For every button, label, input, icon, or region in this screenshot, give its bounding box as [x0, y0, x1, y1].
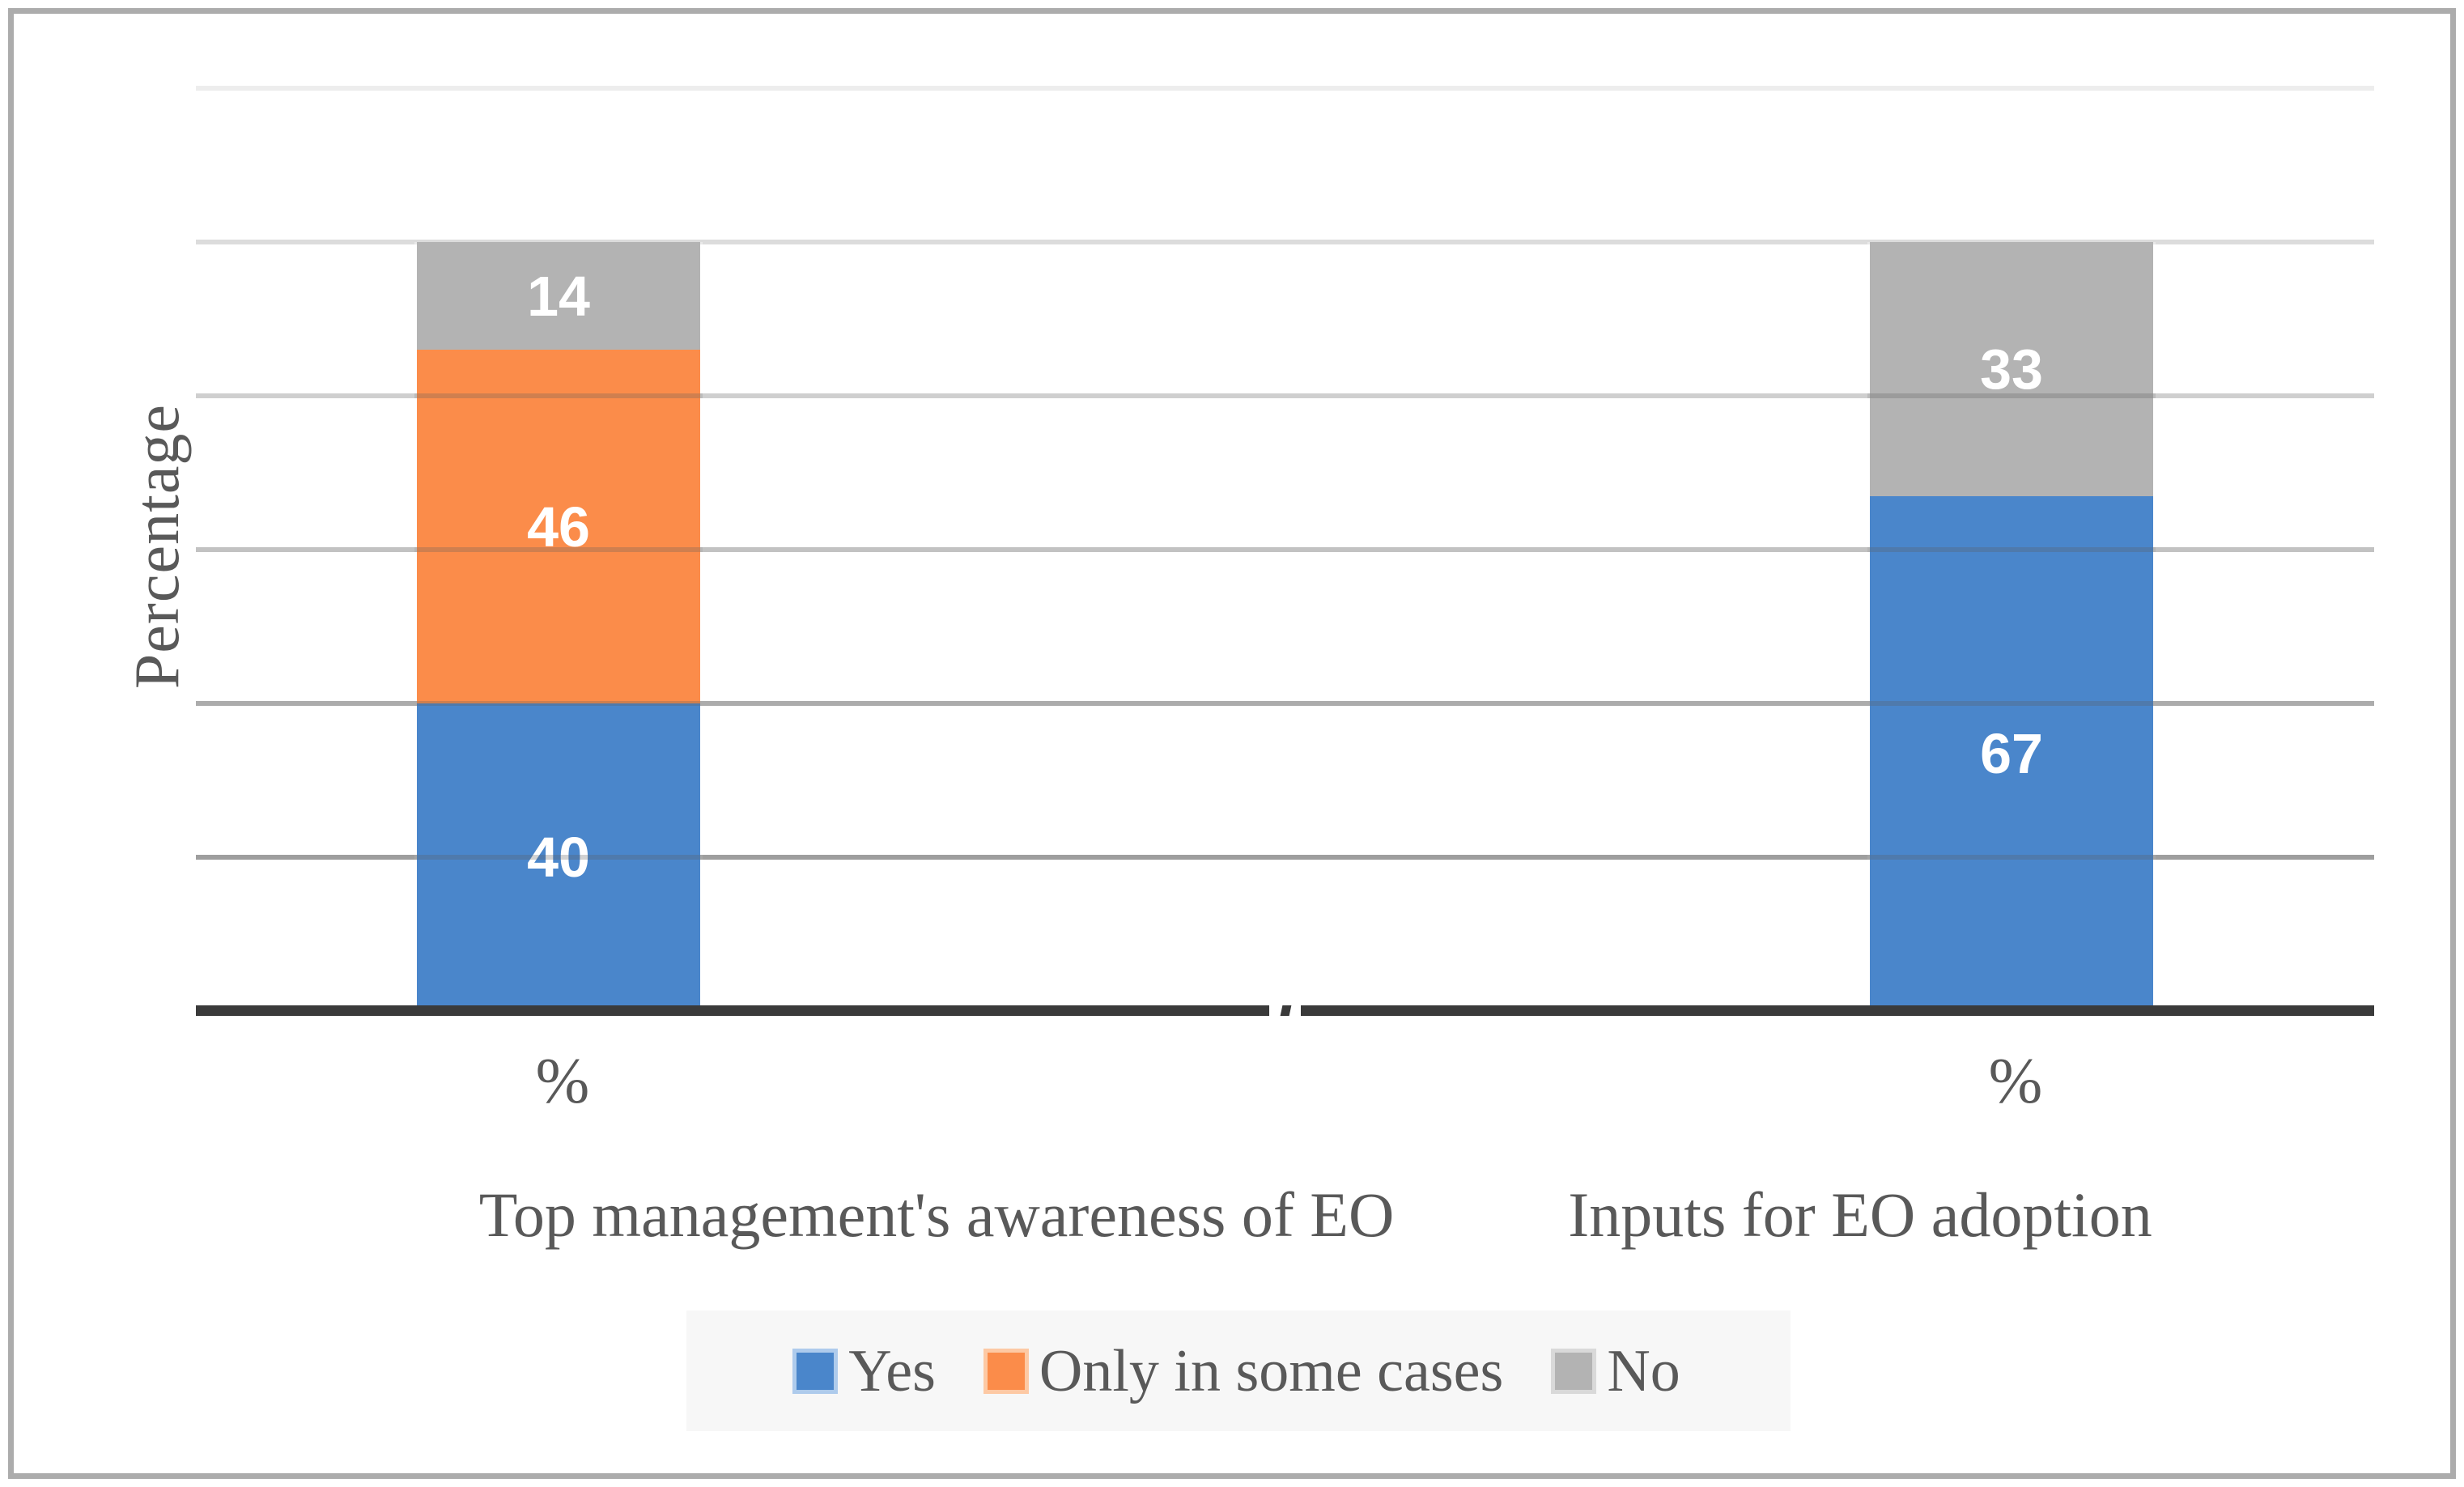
data-label: 14	[527, 264, 590, 328]
gridline-20	[196, 855, 2374, 860]
data-label: 67	[1980, 721, 2043, 785]
legend-swatch	[1555, 1352, 1593, 1390]
data-label: 40	[527, 826, 590, 889]
gridline-60	[196, 547, 2374, 552]
gridline-overlay	[414, 393, 703, 398]
data-label: 46	[527, 495, 590, 559]
gridline-overlay	[1867, 547, 2156, 552]
segment-yes: 67	[1870, 495, 2153, 1011]
bar-2: 33 67	[1867, 242, 2156, 1011]
legend-item-no: No	[1555, 1341, 1680, 1401]
segment-no: 14	[417, 242, 700, 350]
x-axis-line-left	[196, 1005, 1269, 1016]
legend-swatch	[987, 1352, 1025, 1390]
gridline-overlay	[1867, 855, 2156, 860]
legend-item-only-in-some-cases: Only in some cases	[987, 1337, 1504, 1404]
legend-label: No	[1607, 1337, 1680, 1404]
x-tick-label-2: %	[1988, 1046, 2043, 1117]
segment-only-in-some-cases: 46	[417, 350, 700, 703]
category-label-2: Inputs for EO adoption	[1568, 1179, 2152, 1250]
gridline-overlay	[414, 855, 703, 860]
segment-yes: 40	[417, 703, 700, 1011]
legend-swatch	[797, 1352, 835, 1390]
bar-1: 14 46 40	[414, 242, 703, 1011]
gridline-overlay	[414, 701, 703, 706]
gridline-40	[196, 701, 2374, 706]
gridline-overlay	[414, 547, 703, 552]
y-axis-title: Percentage	[121, 403, 192, 690]
x-tick-label-1: %	[535, 1046, 590, 1117]
gridline-100	[196, 240, 2374, 244]
segment-no: 33	[1870, 242, 2153, 496]
gridline-overlay	[1867, 701, 2156, 706]
data-label: 33	[1980, 337, 2043, 401]
gridline-80	[196, 393, 2374, 398]
x-axis-line-right	[1301, 1005, 2374, 1016]
legend: Yes Only in some cases No	[686, 1311, 1791, 1431]
category-label-1: Top management's awareness of EO	[478, 1179, 1395, 1250]
gridline-120	[196, 86, 2374, 91]
gridline-overlay	[1867, 393, 2156, 398]
legend-item-yes: Yes	[797, 1341, 936, 1401]
legend-label: Only in some cases	[1039, 1337, 1504, 1404]
legend-label: Yes	[848, 1337, 936, 1404]
